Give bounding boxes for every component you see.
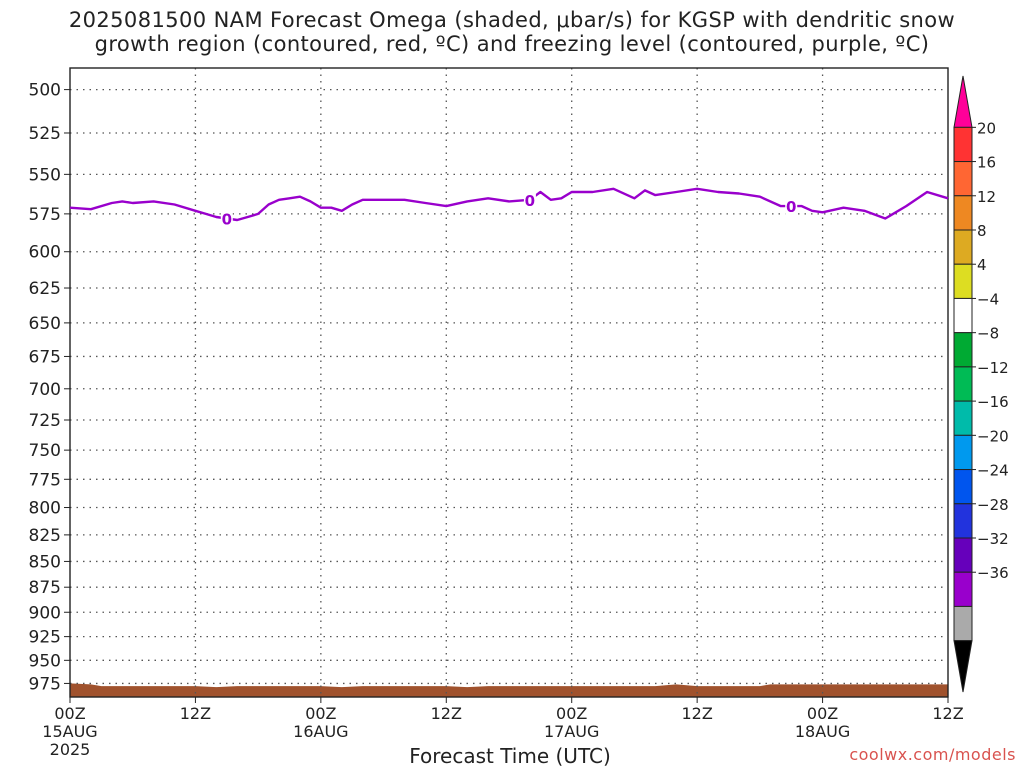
x-tick-year-label: 2025 bbox=[50, 740, 91, 759]
colorbar-level-label: −8 bbox=[977, 325, 999, 343]
y-tick-label: 600 bbox=[29, 243, 61, 263]
y-tick-label: 800 bbox=[29, 499, 61, 519]
colorbar-level-label: 8 bbox=[977, 222, 987, 240]
y-tick-label: 550 bbox=[29, 165, 61, 185]
colorbar-level-label: 20 bbox=[977, 119, 996, 137]
contour-label-bg bbox=[785, 197, 798, 216]
colorbar-level-label: 4 bbox=[977, 256, 987, 274]
y-tick-label: 500 bbox=[29, 81, 61, 101]
colorbar-swatch bbox=[953, 469, 973, 505]
colorbar-swatch bbox=[953, 126, 973, 163]
colorbar-level-label: −4 bbox=[977, 290, 999, 308]
x-tick-label: 12Z bbox=[180, 704, 211, 723]
colorbar-swatch bbox=[953, 400, 973, 436]
y-tick-label: 850 bbox=[29, 552, 61, 572]
contour-label-bg bbox=[523, 190, 536, 209]
y-tick-label: 700 bbox=[29, 380, 61, 400]
colorbar-swatch bbox=[953, 605, 973, 642]
colorbar-level-label: 16 bbox=[977, 154, 996, 172]
x-tick-date-label: 17AUG bbox=[544, 722, 599, 741]
x-tick-date-label: 16AUG bbox=[293, 722, 348, 741]
colorbar-level-label: −12 bbox=[977, 359, 1009, 377]
y-tick-label: 725 bbox=[29, 411, 61, 431]
colorbar-swatch bbox=[953, 263, 973, 299]
freezing-level-contour-label: 0 bbox=[525, 192, 535, 210]
freezing-level-contour-label: 0 bbox=[786, 198, 796, 216]
colorbar-level-label: −28 bbox=[977, 496, 1009, 514]
colorbar-level-label: −24 bbox=[977, 462, 1009, 480]
y-tick-label: 775 bbox=[29, 470, 61, 490]
colorbar-swatch bbox=[953, 503, 973, 539]
x-tick-label: 00Z bbox=[556, 704, 587, 723]
y-tick-label: 825 bbox=[29, 526, 61, 546]
x-tick-label: 12Z bbox=[932, 704, 963, 723]
colorbar-level-label: −32 bbox=[977, 530, 1009, 548]
colorbar-top-triangle bbox=[953, 75, 973, 128]
x-tick-date-label: 18AUG bbox=[795, 722, 850, 741]
colorbar-level-label: −16 bbox=[977, 393, 1009, 411]
y-tick-label: 525 bbox=[29, 124, 61, 144]
colorbar-level-label: −20 bbox=[977, 427, 1009, 445]
freezing-level-line bbox=[69, 187, 949, 222]
x-tick-label: 00Z bbox=[54, 704, 85, 723]
y-tick-label: 875 bbox=[29, 578, 61, 598]
x-axis-title: Forecast Time (UTC) bbox=[409, 744, 611, 768]
colorbar-swatch bbox=[953, 537, 973, 573]
y-tick-label: 650 bbox=[29, 314, 61, 334]
y-tick-label: 750 bbox=[29, 441, 61, 461]
colorbar-bottom-triangle bbox=[953, 640, 973, 693]
y-tick-label: 675 bbox=[29, 347, 61, 367]
x-tick-label: 12Z bbox=[431, 704, 462, 723]
colorbar-swatch bbox=[953, 297, 973, 334]
colorbar-level-label: −36 bbox=[977, 564, 1009, 582]
freezing-level-contour-label: 0 bbox=[222, 211, 232, 229]
credit-link[interactable]: coolwx.com/models bbox=[849, 745, 1016, 764]
colorbar-swatch bbox=[953, 366, 973, 402]
x-tick-date-label: 15AUG bbox=[42, 722, 97, 741]
colorbar-swatch bbox=[953, 229, 973, 265]
chart-title-line-2: growth region (contoured, red, ºC) and f… bbox=[94, 32, 930, 56]
y-tick-label: 625 bbox=[29, 279, 61, 299]
chart-title-line-1: 2025081500 NAM Forecast Omega (shaded, μ… bbox=[68, 8, 956, 32]
colorbar-swatch bbox=[953, 571, 973, 607]
y-tick-label: 950 bbox=[29, 651, 61, 671]
y-tick-label: 900 bbox=[29, 603, 61, 623]
x-tick-label: 00Z bbox=[807, 704, 838, 723]
contour-label-bg bbox=[220, 209, 233, 228]
y-tick-label: 925 bbox=[29, 628, 61, 648]
x-tick-label: 12Z bbox=[681, 704, 712, 723]
terrain-fill bbox=[70, 683, 948, 697]
plot-frame bbox=[69, 67, 949, 698]
colorbar-swatch bbox=[953, 161, 973, 197]
colorbar-swatch bbox=[953, 332, 973, 368]
colorbar-level-label: 12 bbox=[977, 188, 996, 206]
x-tick-label: 00Z bbox=[305, 704, 336, 723]
colorbar-swatch bbox=[953, 195, 973, 231]
y-tick-label: 575 bbox=[29, 205, 61, 225]
colorbar-swatch bbox=[953, 434, 973, 471]
y-tick-label: 975 bbox=[29, 674, 61, 694]
